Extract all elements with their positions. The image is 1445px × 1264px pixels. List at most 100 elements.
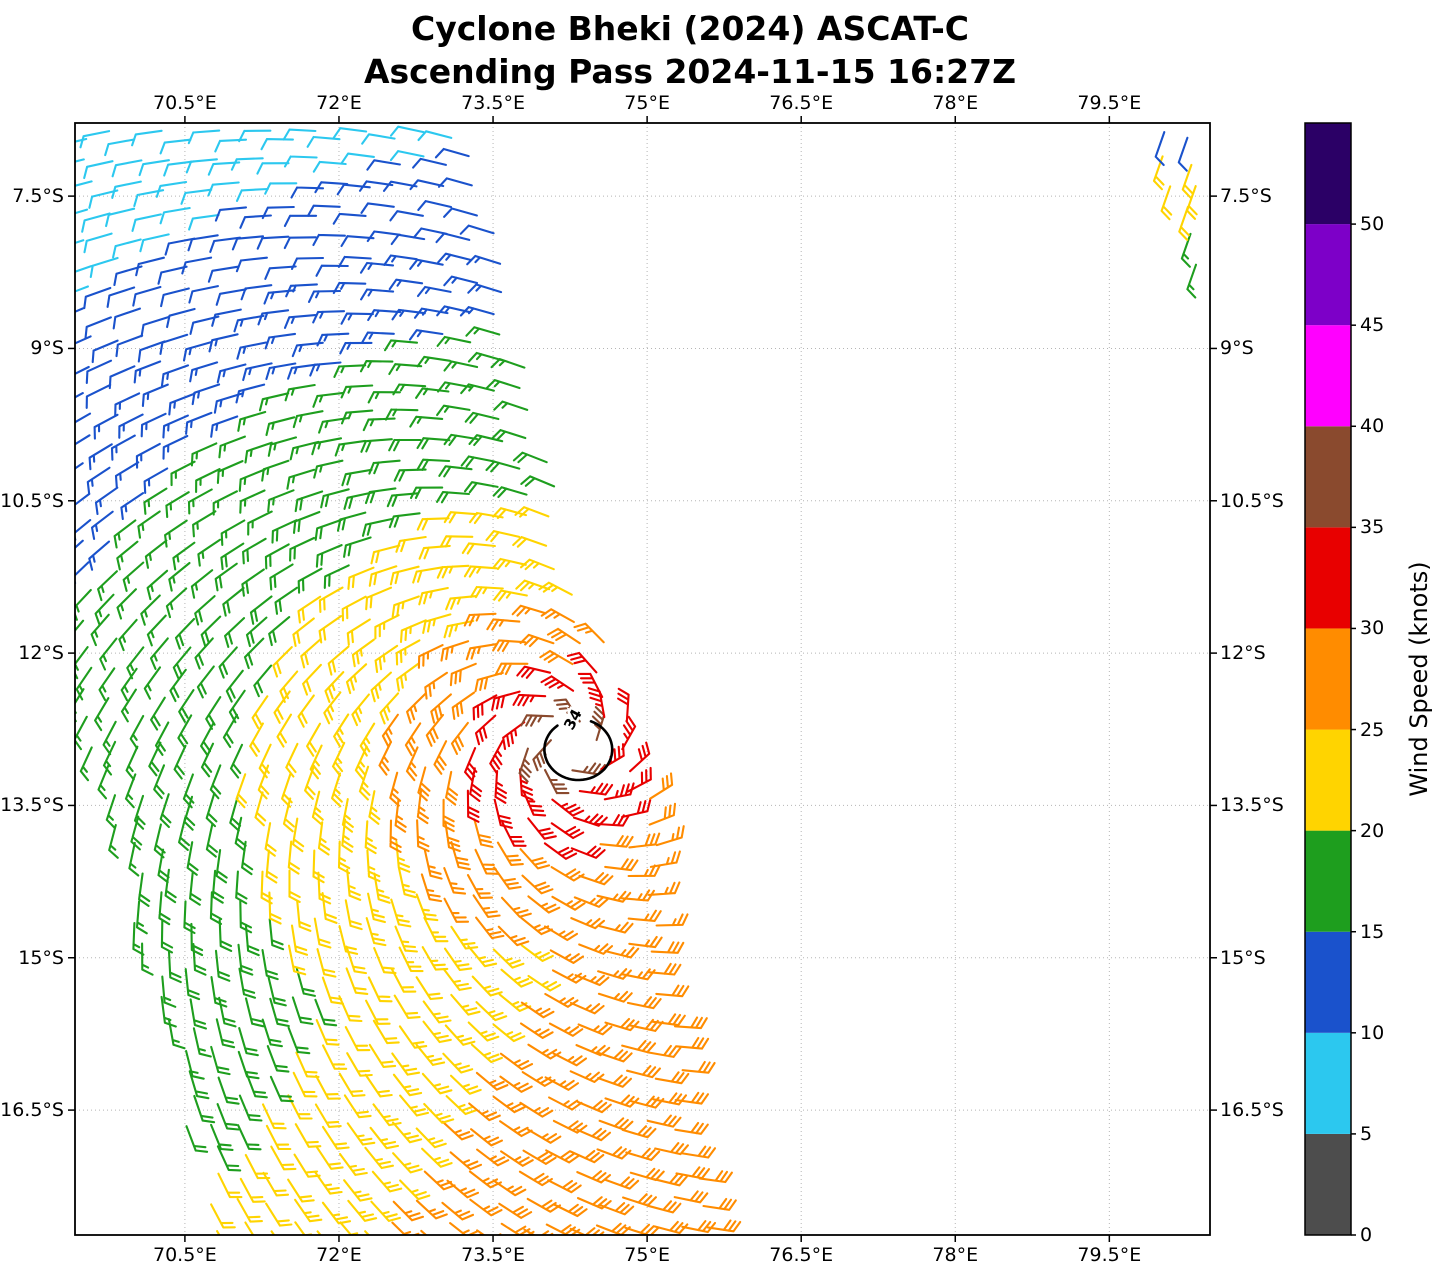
wind-barb (373, 872, 391, 904)
wind-barb (604, 946, 640, 959)
wind-barb (205, 822, 218, 858)
wind-barb (626, 766, 652, 793)
wind-barb (75, 335, 92, 345)
wind-barb (172, 646, 192, 680)
wind-barb (214, 206, 248, 222)
wind-barb (256, 235, 290, 250)
wind-barb (290, 256, 325, 270)
wind-barb (207, 265, 240, 283)
colorbar-tick-label: 30 (1360, 617, 1385, 640)
wind-barb (84, 316, 112, 340)
wind-barb (449, 662, 477, 687)
wind-barb (492, 639, 527, 653)
wind-barb (472, 894, 501, 918)
wind-barb (569, 1149, 605, 1164)
wind-barb (423, 916, 449, 943)
wind-barb (395, 535, 427, 553)
wind-barb (261, 205, 295, 220)
wind-barb (86, 466, 111, 495)
wind-barb (527, 974, 562, 992)
wind-barb (540, 675, 575, 692)
wind-barb (188, 213, 220, 231)
wind-barb (190, 442, 218, 467)
x-tick-label-top: 76.5°E (769, 92, 834, 114)
wind-barb (102, 720, 117, 756)
wind-barb (215, 849, 228, 884)
x-tick-label-bottom: 76.5°E (769, 1244, 834, 1264)
wind-barb (125, 745, 139, 781)
wind-barb (178, 689, 195, 723)
wind-barb (371, 1170, 403, 1193)
wind-barb (194, 595, 216, 626)
wind-barb (493, 400, 529, 411)
wind-barb (324, 671, 345, 703)
y-tick-label-left: 7.5°S (12, 185, 64, 208)
wind-barb (135, 256, 165, 277)
y-tick-label-left: 15°S (18, 946, 64, 969)
wind-barb (311, 790, 324, 826)
wind-barb (378, 740, 392, 776)
wind-barb (383, 254, 418, 266)
wind-barb (450, 993, 481, 1016)
wind-barb (235, 256, 268, 273)
wind-barb (416, 819, 430, 853)
wind-barb (315, 1074, 341, 1100)
wind-barb (340, 384, 374, 399)
wind-barb (229, 743, 244, 779)
wind-barb (548, 1022, 584, 1037)
wind-barb (336, 183, 371, 196)
wind-barb (239, 900, 253, 934)
wind-barb (499, 1120, 533, 1138)
wind-barb (265, 849, 278, 884)
colorbar-tick-label: 25 (1360, 718, 1385, 741)
wind-barb (646, 1114, 682, 1128)
wind-barb (336, 511, 367, 532)
wind-barb (289, 440, 320, 461)
wind-barb (111, 180, 142, 199)
wind-barb (118, 413, 144, 439)
wind-barb (653, 1173, 688, 1187)
wind-barb (475, 1071, 509, 1091)
wind-barb (675, 1036, 710, 1050)
wind-barb (485, 379, 521, 390)
wind-barb (155, 180, 188, 198)
wind-barb (306, 722, 322, 757)
wind-barb (166, 307, 196, 329)
wind-barb (412, 157, 447, 169)
wind-barb (312, 310, 346, 324)
wind-barb (85, 383, 112, 409)
wind-barb (681, 1145, 717, 1159)
wind-barb (83, 286, 112, 310)
wind-barb (341, 798, 354, 833)
wind-barb (466, 789, 480, 823)
wind-barb (200, 615, 222, 647)
wind-barb (1160, 185, 1173, 221)
y-tick-label-right: 13.5°S (1220, 794, 1284, 817)
y-tick-label-right: 7.5°S (1220, 185, 1272, 208)
wind-barb (646, 1044, 682, 1058)
wind-barb (552, 1119, 588, 1134)
wind-barb (443, 619, 475, 639)
wind-barb (351, 638, 375, 668)
wind-barb (416, 517, 450, 531)
wind-barb (569, 1227, 605, 1235)
colorbar-segment (1305, 527, 1351, 629)
wind-barb (422, 613, 452, 634)
wind-barb (573, 896, 609, 908)
wind-barb (91, 339, 119, 364)
wind-barb (233, 314, 265, 333)
wind-barb (578, 782, 614, 796)
wind-barb (340, 312, 374, 325)
wind-barb (149, 637, 169, 670)
wind-barb (391, 308, 426, 321)
wind-barb (408, 329, 444, 341)
wind-barb (137, 340, 166, 363)
wind-barb (339, 1221, 366, 1235)
wind-barb (236, 341, 268, 360)
wind-barb (75, 666, 93, 701)
wind-barb (367, 976, 393, 1003)
wind-barb (519, 848, 551, 870)
wind-barb (364, 820, 377, 855)
wind-barb (549, 949, 585, 964)
